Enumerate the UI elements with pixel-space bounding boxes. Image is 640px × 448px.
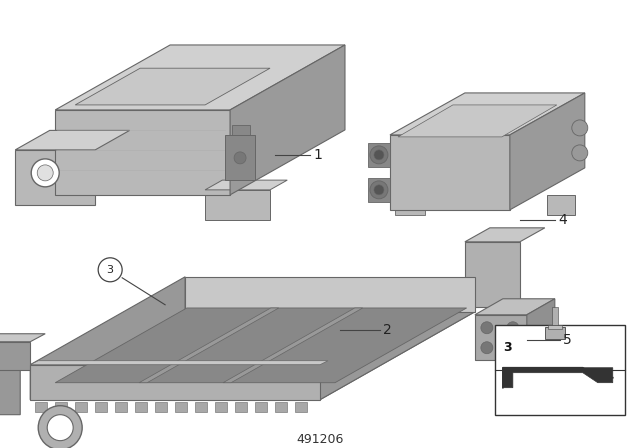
Polygon shape xyxy=(95,402,107,412)
Polygon shape xyxy=(75,68,270,105)
Polygon shape xyxy=(55,308,467,383)
Polygon shape xyxy=(503,368,612,388)
Circle shape xyxy=(370,146,388,164)
Polygon shape xyxy=(295,402,307,412)
Circle shape xyxy=(374,185,384,195)
Polygon shape xyxy=(0,342,30,370)
Polygon shape xyxy=(55,45,345,110)
Polygon shape xyxy=(225,135,255,180)
Polygon shape xyxy=(232,125,250,165)
Polygon shape xyxy=(55,110,230,195)
Text: 1: 1 xyxy=(313,148,322,162)
Polygon shape xyxy=(15,130,130,150)
Circle shape xyxy=(507,322,519,334)
Circle shape xyxy=(507,342,519,354)
Polygon shape xyxy=(320,277,475,400)
Polygon shape xyxy=(475,315,527,360)
Circle shape xyxy=(481,342,493,354)
Polygon shape xyxy=(115,402,127,412)
Circle shape xyxy=(374,150,384,160)
Polygon shape xyxy=(465,242,520,307)
Polygon shape xyxy=(205,180,287,190)
Circle shape xyxy=(38,406,82,448)
Polygon shape xyxy=(527,299,555,360)
Polygon shape xyxy=(135,402,147,412)
Bar xyxy=(545,327,565,339)
Polygon shape xyxy=(215,402,227,412)
Polygon shape xyxy=(235,402,247,412)
Polygon shape xyxy=(368,178,390,202)
Circle shape xyxy=(31,159,59,187)
Bar xyxy=(548,325,562,329)
Polygon shape xyxy=(30,361,328,365)
Polygon shape xyxy=(155,402,167,412)
Polygon shape xyxy=(275,402,287,412)
Circle shape xyxy=(572,120,588,136)
Polygon shape xyxy=(390,93,585,135)
Polygon shape xyxy=(395,205,425,215)
Polygon shape xyxy=(30,365,320,400)
Polygon shape xyxy=(205,190,270,220)
Polygon shape xyxy=(510,93,585,210)
Polygon shape xyxy=(195,402,207,412)
Polygon shape xyxy=(30,277,185,400)
Text: 2: 2 xyxy=(383,323,392,337)
Circle shape xyxy=(47,415,73,441)
Circle shape xyxy=(572,145,588,161)
Bar xyxy=(495,325,625,415)
Polygon shape xyxy=(465,228,545,242)
Polygon shape xyxy=(175,402,187,412)
Polygon shape xyxy=(75,402,87,412)
Polygon shape xyxy=(0,334,45,342)
Polygon shape xyxy=(475,299,555,315)
Polygon shape xyxy=(139,308,279,383)
Circle shape xyxy=(37,165,53,181)
Polygon shape xyxy=(230,45,345,195)
Bar xyxy=(552,307,558,325)
Circle shape xyxy=(234,152,246,164)
Text: 5: 5 xyxy=(563,333,572,347)
Text: 4: 4 xyxy=(558,213,566,227)
Text: 3: 3 xyxy=(503,341,511,354)
Polygon shape xyxy=(547,195,575,215)
Polygon shape xyxy=(255,402,267,412)
Polygon shape xyxy=(398,105,557,137)
Text: 491206: 491206 xyxy=(296,433,344,446)
Circle shape xyxy=(370,181,388,199)
Polygon shape xyxy=(185,277,475,312)
Polygon shape xyxy=(55,402,67,412)
Circle shape xyxy=(98,258,122,282)
Polygon shape xyxy=(0,345,20,415)
Text: 3: 3 xyxy=(107,265,114,275)
Circle shape xyxy=(481,322,493,334)
Polygon shape xyxy=(15,150,95,205)
Polygon shape xyxy=(35,402,47,412)
Polygon shape xyxy=(368,143,390,167)
Polygon shape xyxy=(30,312,475,400)
Polygon shape xyxy=(223,308,363,383)
Polygon shape xyxy=(390,135,510,210)
